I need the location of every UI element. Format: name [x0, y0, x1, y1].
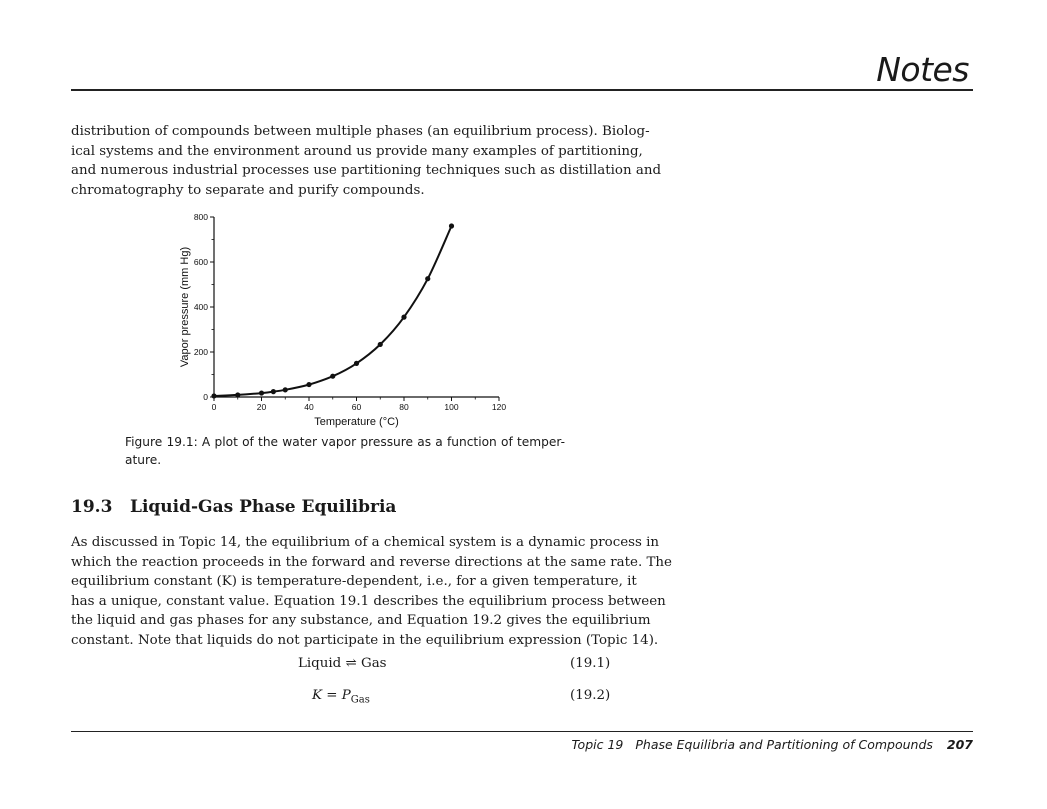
header-rule	[71, 89, 973, 91]
equation-number: (19.2)	[570, 688, 611, 703]
data-point	[282, 387, 288, 393]
intro-line: ical systems and the environment around …	[71, 143, 643, 159]
data-point	[401, 314, 407, 320]
x-tick-label: 20	[257, 402, 267, 412]
intro-paragraph: distribution of compounds between multip…	[71, 122, 662, 200]
footer-rule	[71, 731, 973, 732]
equilibrium-arrow: ⇌	[345, 656, 357, 671]
body-paragraph: As discussed in Topic 14, the equilibriu…	[71, 533, 672, 650]
x-tick-label: 80	[399, 402, 409, 412]
body-line: As discussed in Topic 14, the equilibriu…	[71, 535, 660, 550]
equation-right: Gas	[361, 656, 387, 671]
body-line: which the reaction proceeds in the forwa…	[71, 554, 672, 570]
fit-curve	[213, 225, 453, 397]
data-point	[211, 393, 217, 399]
figure-caption: Figure 19.1: A plot of the water vapor p…	[125, 433, 565, 469]
data-point	[330, 373, 336, 379]
equation-left: Liquid	[298, 656, 342, 671]
footer-topic: Topic 19	[571, 737, 624, 752]
x-tick-label: 40	[304, 402, 314, 412]
y-tick-label: 200	[194, 347, 208, 357]
equation-rhs: P	[341, 688, 351, 703]
x-tick-label: 120	[492, 402, 506, 412]
caption-line: Figure 19.1: A plot of the water vapor p…	[125, 435, 565, 449]
data-point	[353, 360, 360, 366]
data-point	[377, 341, 383, 348]
x-tick-label: 60	[352, 402, 362, 412]
data-point	[270, 389, 276, 395]
equation-number: (19.1)	[570, 656, 611, 671]
data-point	[306, 381, 312, 388]
caption-line: ature.	[125, 453, 162, 467]
y-tick-label: 600	[194, 257, 208, 267]
equation-19-2: K = PGas	[312, 688, 370, 706]
intro-line: chromatography to separate and purify co…	[71, 182, 425, 198]
intro-line: and numerous industrial processes use pa…	[71, 163, 662, 178]
body-line: the liquid and gas phases for any substa…	[71, 613, 651, 628]
vapor-pressure-chart: 0 20 40 60 80 100 120 0 200 400 600 800 Temperature …	[179, 212, 506, 428]
section-number: 19.3	[71, 497, 113, 517]
data-point	[448, 223, 455, 229]
data-point	[425, 276, 431, 282]
y-axis-label: Vapor pressure (mm Hg)	[179, 247, 191, 367]
body-line: constant. Note that liquids do not parti…	[71, 632, 659, 648]
x-axis-label: Temperature (°C)	[314, 416, 398, 428]
y-tick-label: 400	[194, 302, 208, 312]
footer-title: Phase Equilibria and Partitioning of Com…	[635, 737, 933, 752]
x-tick-label: 0	[212, 402, 217, 412]
x-tick-label: 100	[444, 402, 458, 412]
body-line: has a unique, constant value. Equation 1…	[71, 593, 666, 609]
intro-line: distribution of compounds between multip…	[71, 124, 650, 139]
y-tick-label: 0	[203, 392, 208, 402]
data-point	[235, 392, 241, 398]
header-notes-title: Notes	[876, 50, 969, 89]
equation-19-1: Liquid ⇌ Gas	[298, 656, 387, 671]
equation-lhs: K	[312, 688, 323, 703]
page-footer: Topic 19 Phase Equilibria and Partitionin…	[571, 737, 973, 752]
equation-subscript: Gas	[350, 694, 370, 706]
section-title: Liquid-Gas Phase Equilibria	[130, 497, 397, 517]
data-point	[258, 390, 265, 396]
page-number: 207	[946, 737, 973, 752]
body-line: equilibrium constant (K) is temperature-…	[71, 574, 637, 589]
equation-equals: =	[326, 688, 338, 703]
y-tick-label: 800	[194, 212, 208, 222]
